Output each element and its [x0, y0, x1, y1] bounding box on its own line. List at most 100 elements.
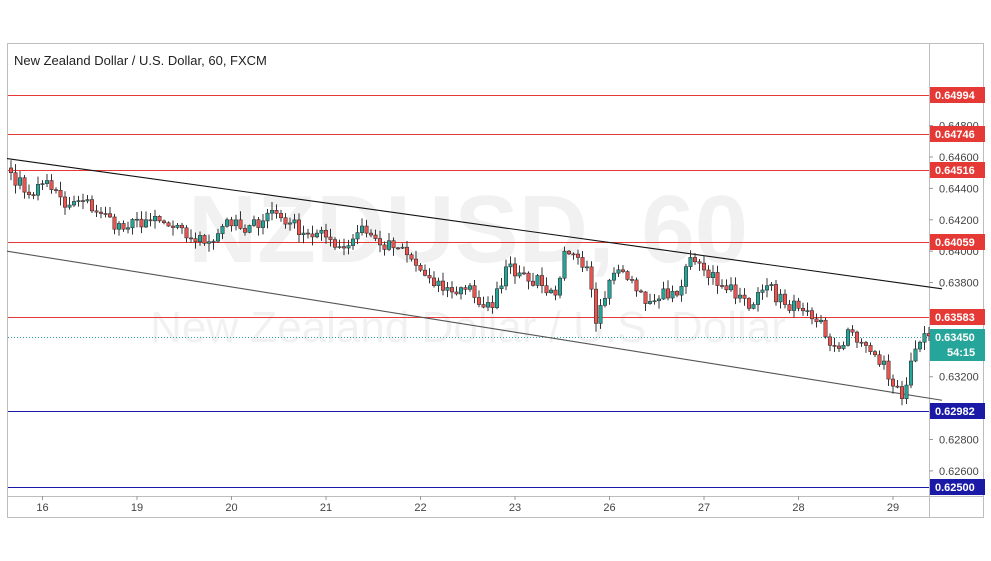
candle — [458, 286, 463, 300]
candle-body — [476, 297, 481, 305]
candle-body — [314, 232, 319, 238]
candle — [220, 223, 225, 240]
level-label: 0.64994 — [930, 87, 985, 103]
candle-body — [341, 246, 346, 249]
price-labels: 0.64994 0.64746 0.64516 0.64059 0.63583 0.629… — [930, 87, 985, 495]
candle — [9, 160, 14, 181]
candle-body — [180, 224, 185, 229]
candle-body — [557, 277, 562, 296]
candle — [728, 277, 733, 292]
candle — [580, 250, 585, 273]
candle-body — [769, 284, 774, 286]
candle — [701, 255, 706, 277]
candle — [670, 285, 675, 303]
candle — [202, 234, 207, 246]
candle — [503, 259, 508, 291]
candle-body — [571, 253, 576, 256]
candle-body — [625, 271, 630, 280]
candle-body — [359, 225, 364, 233]
level-label-bg — [930, 87, 985, 103]
candle-body — [130, 219, 135, 229]
candle-body — [283, 217, 288, 225]
candle — [535, 274, 540, 289]
x-tick-label: 23 — [509, 502, 521, 514]
candle — [126, 221, 131, 234]
candle — [238, 211, 243, 230]
candle-body — [404, 246, 409, 256]
candle — [350, 233, 355, 250]
candle — [454, 286, 459, 296]
candle — [512, 257, 517, 284]
candle — [733, 277, 738, 305]
candle-body — [67, 204, 72, 208]
candle-body — [256, 219, 261, 228]
candle-body — [553, 289, 558, 296]
candle — [22, 175, 27, 199]
candle — [332, 237, 337, 250]
candle — [917, 340, 922, 353]
candle-body — [854, 331, 859, 343]
candle-body — [548, 289, 553, 294]
candle-body — [422, 269, 427, 276]
candle — [850, 325, 855, 336]
candle — [485, 296, 490, 312]
candle — [661, 281, 666, 300]
candle-body — [112, 216, 117, 230]
candle — [494, 281, 499, 310]
candle-body — [742, 294, 747, 299]
candle-body — [373, 234, 378, 239]
candle-body — [99, 211, 104, 214]
candle — [144, 211, 149, 228]
candle-body — [787, 304, 792, 311]
candle — [647, 293, 652, 305]
candle — [427, 268, 432, 284]
candle-body — [737, 294, 742, 299]
candle — [189, 229, 194, 243]
candle-body — [670, 291, 675, 299]
candle — [593, 282, 598, 332]
candle — [341, 238, 346, 256]
candle-body — [269, 210, 274, 214]
candle-body — [562, 250, 567, 279]
candle — [422, 264, 427, 277]
candle — [751, 302, 756, 310]
candle — [737, 287, 742, 303]
candle — [404, 240, 409, 263]
candle-body — [530, 280, 535, 286]
candle — [269, 202, 274, 221]
level-label-bg — [930, 403, 985, 419]
candle — [760, 284, 765, 300]
candle — [602, 291, 607, 308]
candle — [216, 228, 221, 243]
candle-body — [539, 275, 544, 286]
candle — [773, 280, 778, 306]
candle-body — [917, 341, 922, 350]
candle — [764, 278, 769, 298]
candle-body — [323, 229, 328, 238]
candle — [629, 275, 634, 284]
candle — [314, 229, 319, 239]
candle-body — [148, 219, 153, 222]
candle-body — [724, 285, 729, 291]
candle — [58, 181, 63, 206]
candle — [296, 213, 301, 243]
x-tick-label: 28 — [792, 502, 804, 514]
candle-body — [908, 360, 913, 386]
candle-body — [238, 219, 243, 229]
candle — [742, 288, 747, 306]
candle — [643, 291, 648, 311]
candle — [782, 289, 787, 309]
candle-body — [400, 246, 405, 249]
level-label-bg — [930, 162, 985, 178]
x-tick-label: 21 — [320, 502, 332, 514]
candle-body — [35, 184, 40, 196]
watermark-name: New Zealand Dollar / U.S. Dollar — [150, 303, 786, 352]
candle-body — [764, 285, 769, 291]
candle — [391, 237, 396, 256]
candle — [872, 349, 877, 358]
candle-body — [427, 275, 432, 279]
candle — [175, 222, 180, 230]
candle-body — [72, 201, 77, 206]
candle-body — [751, 304, 756, 309]
level-label: 0.62500 — [930, 479, 985, 495]
